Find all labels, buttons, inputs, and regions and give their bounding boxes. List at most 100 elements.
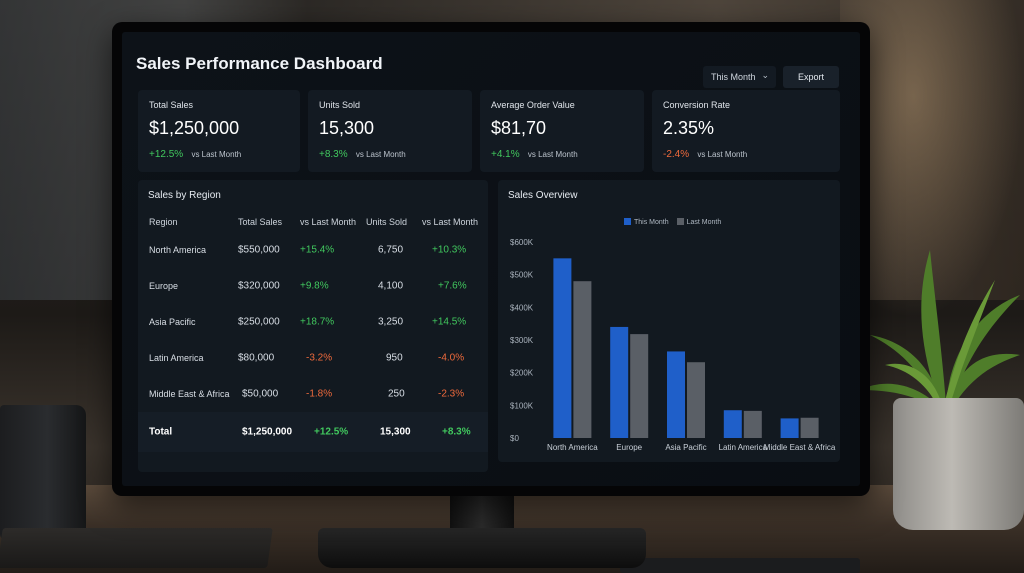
kpi-value: $1,250,000 [149, 118, 240, 138]
region-name: Latin America [149, 353, 204, 363]
region-sales: $80,000 [238, 352, 275, 364]
sales-overview-panel: Sales Overview This Month Last Month $0 $… [498, 180, 840, 462]
region-units: 3,250 [378, 316, 404, 328]
legend-label: This Month [634, 219, 669, 226]
legend-item-this-month: This Month [624, 218, 669, 226]
y-tick-label: $200K [510, 369, 534, 378]
kpi-value: 2.35% [663, 118, 715, 138]
kpi-comparison: vs Last Month [355, 150, 406, 159]
kpi-comparison: vs Last Month [191, 150, 242, 159]
region-units: 250 [388, 388, 405, 400]
background-light [840, 0, 1024, 320]
monitor-stand-base [318, 528, 646, 568]
y-tick-label: $300K [510, 336, 534, 345]
kpi-card-total-sales: Total Sales $1,250,000 +12.5% vs Last Mo… [138, 90, 300, 172]
table-row: Middle East & Africa $50,000 -1.8% 250 -… [138, 376, 488, 412]
mug [0, 405, 86, 540]
region-sales: $550,000 [238, 244, 280, 256]
notebook [0, 528, 273, 568]
chevron-down-icon: ⌄ [761, 70, 769, 80]
bar-this-month [667, 351, 685, 438]
kpi-label: Total Sales [149, 100, 194, 110]
kpi-value: 15,300 [319, 118, 375, 138]
y-tick-label: $100K [510, 401, 534, 410]
table-row: Asia Pacific $250,000 +18.7% 3,250 +14.5… [138, 304, 488, 340]
bar-this-month [610, 326, 629, 438]
region-sales-change: +15.4% [300, 244, 335, 256]
monitor: Sales Performance Dashboard This Month ⌄… [112, 22, 870, 496]
x-tick-label: Middle East & Africa [764, 443, 836, 452]
export-button[interactable]: Export [783, 66, 839, 88]
region-table: Region Total Sales vs Last Month Units S… [138, 212, 488, 452]
region-sales-change: +18.7% [300, 316, 335, 328]
total-label: Total [149, 426, 173, 438]
bar-last-month [743, 410, 762, 438]
region-name: North America [149, 245, 207, 255]
region-sales-change: +9.8% [300, 280, 329, 292]
kpi-label: Units Sold [319, 100, 361, 110]
region-units-change: +7.6% [438, 280, 467, 292]
period-select[interactable]: This Month ⌄ [703, 66, 776, 88]
x-tick-label: Latin America [719, 443, 768, 452]
kpi-card-conversion-rate: Conversion Rate 2.35% -2.4% vs Last Mont… [652, 90, 840, 172]
panel-title: Sales by Region [148, 190, 221, 201]
total-sales: $1,250,000 [242, 426, 293, 438]
total-units: 15,300 [380, 426, 411, 438]
keyboard [620, 558, 860, 573]
region-sales: $250,000 [238, 316, 280, 328]
region-sales-change: -3.2% [306, 352, 333, 364]
region-units-change: -4.0% [438, 352, 465, 364]
x-tick-label: Asia Pacific [665, 443, 706, 452]
legend-label: Last Month [686, 219, 722, 226]
y-tick-label: $600K [510, 238, 534, 247]
kpi-value: $81,70 [491, 118, 547, 138]
bar-this-month [723, 410, 742, 438]
y-tick-label: $0 [510, 434, 519, 443]
region-sales: $50,000 [242, 388, 279, 400]
kpi-comparison: vs Last Month [697, 150, 748, 159]
y-tick-label: $400K [510, 303, 534, 312]
column-header: Region [149, 217, 178, 227]
y-tick-label: $500K [510, 271, 534, 280]
chart-legend: This Month Last Month [624, 218, 721, 226]
kpi-change: +8.3% [319, 149, 348, 160]
bar-last-month [573, 281, 592, 438]
plant-leaves [860, 250, 1020, 408]
region-units: 4,100 [378, 280, 404, 292]
period-select-value: This Month [711, 72, 756, 82]
column-header: vs Last Month [422, 217, 479, 227]
x-tick-label: North America [547, 443, 598, 452]
bar-this-month [780, 418, 799, 438]
kpi-card-units-sold: Units Sold 15,300 +8.3% vs Last Month [308, 90, 472, 172]
region-sales-change: -1.8% [306, 388, 333, 400]
plant-pot [893, 398, 1024, 530]
x-tick-label: Europe [616, 443, 642, 452]
region-name: Asia Pacific [149, 317, 196, 327]
region-name: Europe [149, 281, 179, 291]
kpi-card-average-order-value: Average Order Value $81,70 +4.1% vs Last… [480, 90, 644, 172]
region-units: 950 [386, 352, 403, 364]
kpi-label: Average Order Value [491, 100, 575, 110]
region-name: Middle East & Africa [149, 389, 230, 399]
page-title: Sales Performance Dashboard [136, 54, 383, 73]
sales-by-region-panel: Sales by Region Region Total Sales vs La… [138, 180, 488, 472]
bar-last-month [630, 334, 649, 438]
legend-item-last-month: Last Month [676, 218, 722, 226]
dashboard-screen: Sales Performance Dashboard This Month ⌄… [122, 32, 860, 486]
region-units-change: -2.3% [438, 388, 465, 400]
table-row: Latin America $80,000 -3.2% 950 -4.0% [138, 340, 488, 376]
region-sales: $320,000 [238, 280, 280, 292]
kpi-change: +4.1% [491, 149, 520, 160]
bar-last-month [687, 362, 705, 438]
total-sales-change: +12.5% [314, 426, 349, 438]
kpi-comparison: vs Last Month [527, 150, 578, 159]
kpi-change: +12.5% [149, 149, 184, 160]
chart-title: Sales Overview [508, 190, 578, 201]
table-header: Region Total Sales vs Last Month Units S… [138, 212, 488, 232]
column-header: Units Sold [366, 217, 408, 227]
table-total-row: Total $1,250,000 +12.5% 15,300 +8.3% [138, 412, 488, 452]
region-units-change: +10.3% [432, 244, 467, 256]
sales-overview-chart: $0 $100K $200K $300K $400K $500K $600K North Am… [510, 238, 836, 452]
column-header: vs Last Month [300, 217, 357, 227]
total-units-change: +8.3% [442, 426, 471, 438]
